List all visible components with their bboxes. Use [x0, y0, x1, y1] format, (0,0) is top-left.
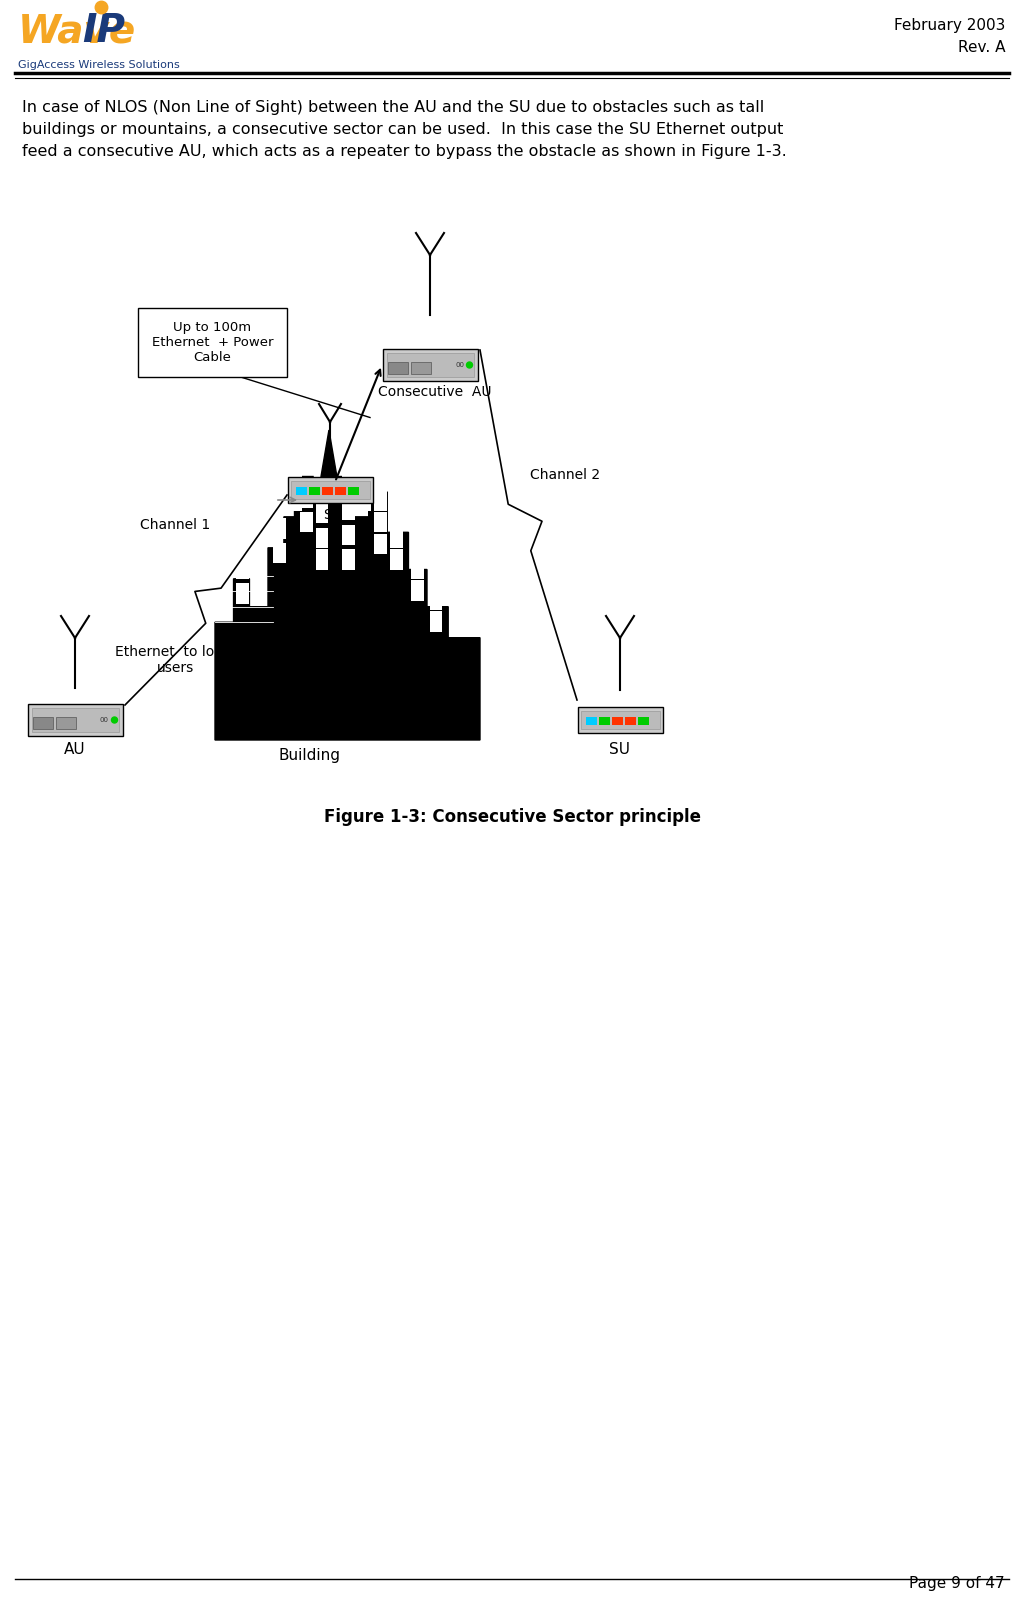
Text: Page 9 of 47: Page 9 of 47 — [909, 1575, 1005, 1591]
Bar — [342, 500, 355, 520]
Bar — [291, 480, 370, 500]
Bar — [273, 493, 286, 514]
Bar — [218, 572, 230, 591]
Text: Building: Building — [279, 748, 341, 764]
Bar — [387, 362, 408, 375]
Text: Figure 1-3: Consecutive Sector principle: Figure 1-3: Consecutive Sector principle — [324, 809, 700, 826]
Bar — [315, 503, 329, 524]
Bar — [289, 466, 302, 485]
Bar — [411, 559, 424, 580]
Bar — [252, 556, 265, 576]
Text: IP: IP — [82, 11, 125, 50]
Bar — [300, 512, 312, 532]
Bar — [315, 549, 329, 570]
Bar — [252, 580, 265, 600]
Bar — [581, 711, 659, 728]
Text: Channel 1: Channel 1 — [140, 519, 210, 532]
Text: Wave: Wave — [18, 11, 136, 50]
Text: Rev. A: Rev. A — [957, 40, 1005, 54]
Bar — [598, 717, 609, 725]
Bar — [358, 490, 371, 511]
Bar — [386, 352, 473, 376]
Bar — [322, 487, 333, 495]
Bar — [273, 519, 286, 538]
Bar — [296, 487, 306, 495]
Bar — [33, 717, 52, 728]
FancyBboxPatch shape — [578, 708, 663, 733]
Bar — [289, 490, 302, 511]
Bar — [315, 528, 329, 548]
Bar — [390, 528, 402, 548]
Bar — [273, 543, 286, 564]
Bar — [358, 469, 371, 488]
Bar — [411, 362, 430, 375]
Text: 00: 00 — [455, 362, 464, 368]
Text: In case of NLOS (Non Line of Sight) between the AU and the SU due to obstacles s: In case of NLOS (Non Line of Sight) betw… — [22, 99, 786, 160]
Bar — [638, 717, 648, 725]
Polygon shape — [215, 431, 480, 740]
Bar — [374, 490, 387, 511]
Bar — [342, 549, 355, 570]
Text: SU: SU — [324, 508, 342, 522]
Bar — [335, 487, 345, 495]
Bar — [342, 525, 355, 544]
Bar — [430, 589, 442, 610]
FancyBboxPatch shape — [288, 477, 373, 503]
Bar — [308, 487, 319, 495]
FancyBboxPatch shape — [383, 349, 477, 381]
Text: 00: 00 — [100, 717, 109, 724]
Text: Consecutive  AU: Consecutive AU — [378, 384, 492, 399]
Text: Ethernet  to local
users: Ethernet to local users — [116, 645, 234, 676]
FancyBboxPatch shape — [138, 307, 287, 376]
Bar — [218, 596, 230, 616]
Circle shape — [467, 362, 472, 368]
Bar — [611, 717, 623, 725]
Text: SU: SU — [609, 741, 631, 757]
Bar — [237, 583, 249, 604]
Bar — [300, 487, 312, 508]
Bar — [390, 549, 402, 570]
Bar — [374, 533, 387, 554]
Text: AU: AU — [65, 741, 86, 757]
Bar — [374, 512, 387, 532]
Bar — [32, 708, 119, 732]
FancyBboxPatch shape — [28, 704, 123, 736]
Text: GigAccess Wireless Solutions: GigAccess Wireless Solutions — [18, 59, 180, 70]
Bar — [342, 475, 355, 495]
Circle shape — [112, 717, 118, 724]
Bar — [625, 717, 636, 725]
Bar — [55, 717, 76, 728]
Text: Up to 100m
Ethernet  + Power
Cable: Up to 100m Ethernet + Power Cable — [152, 320, 273, 363]
Text: Channel 2: Channel 2 — [530, 467, 600, 482]
Bar — [347, 487, 358, 495]
Bar — [586, 717, 597, 725]
Bar — [237, 559, 249, 580]
Bar — [430, 612, 442, 631]
Text: February 2003: February 2003 — [894, 18, 1005, 34]
Bar — [411, 580, 424, 600]
